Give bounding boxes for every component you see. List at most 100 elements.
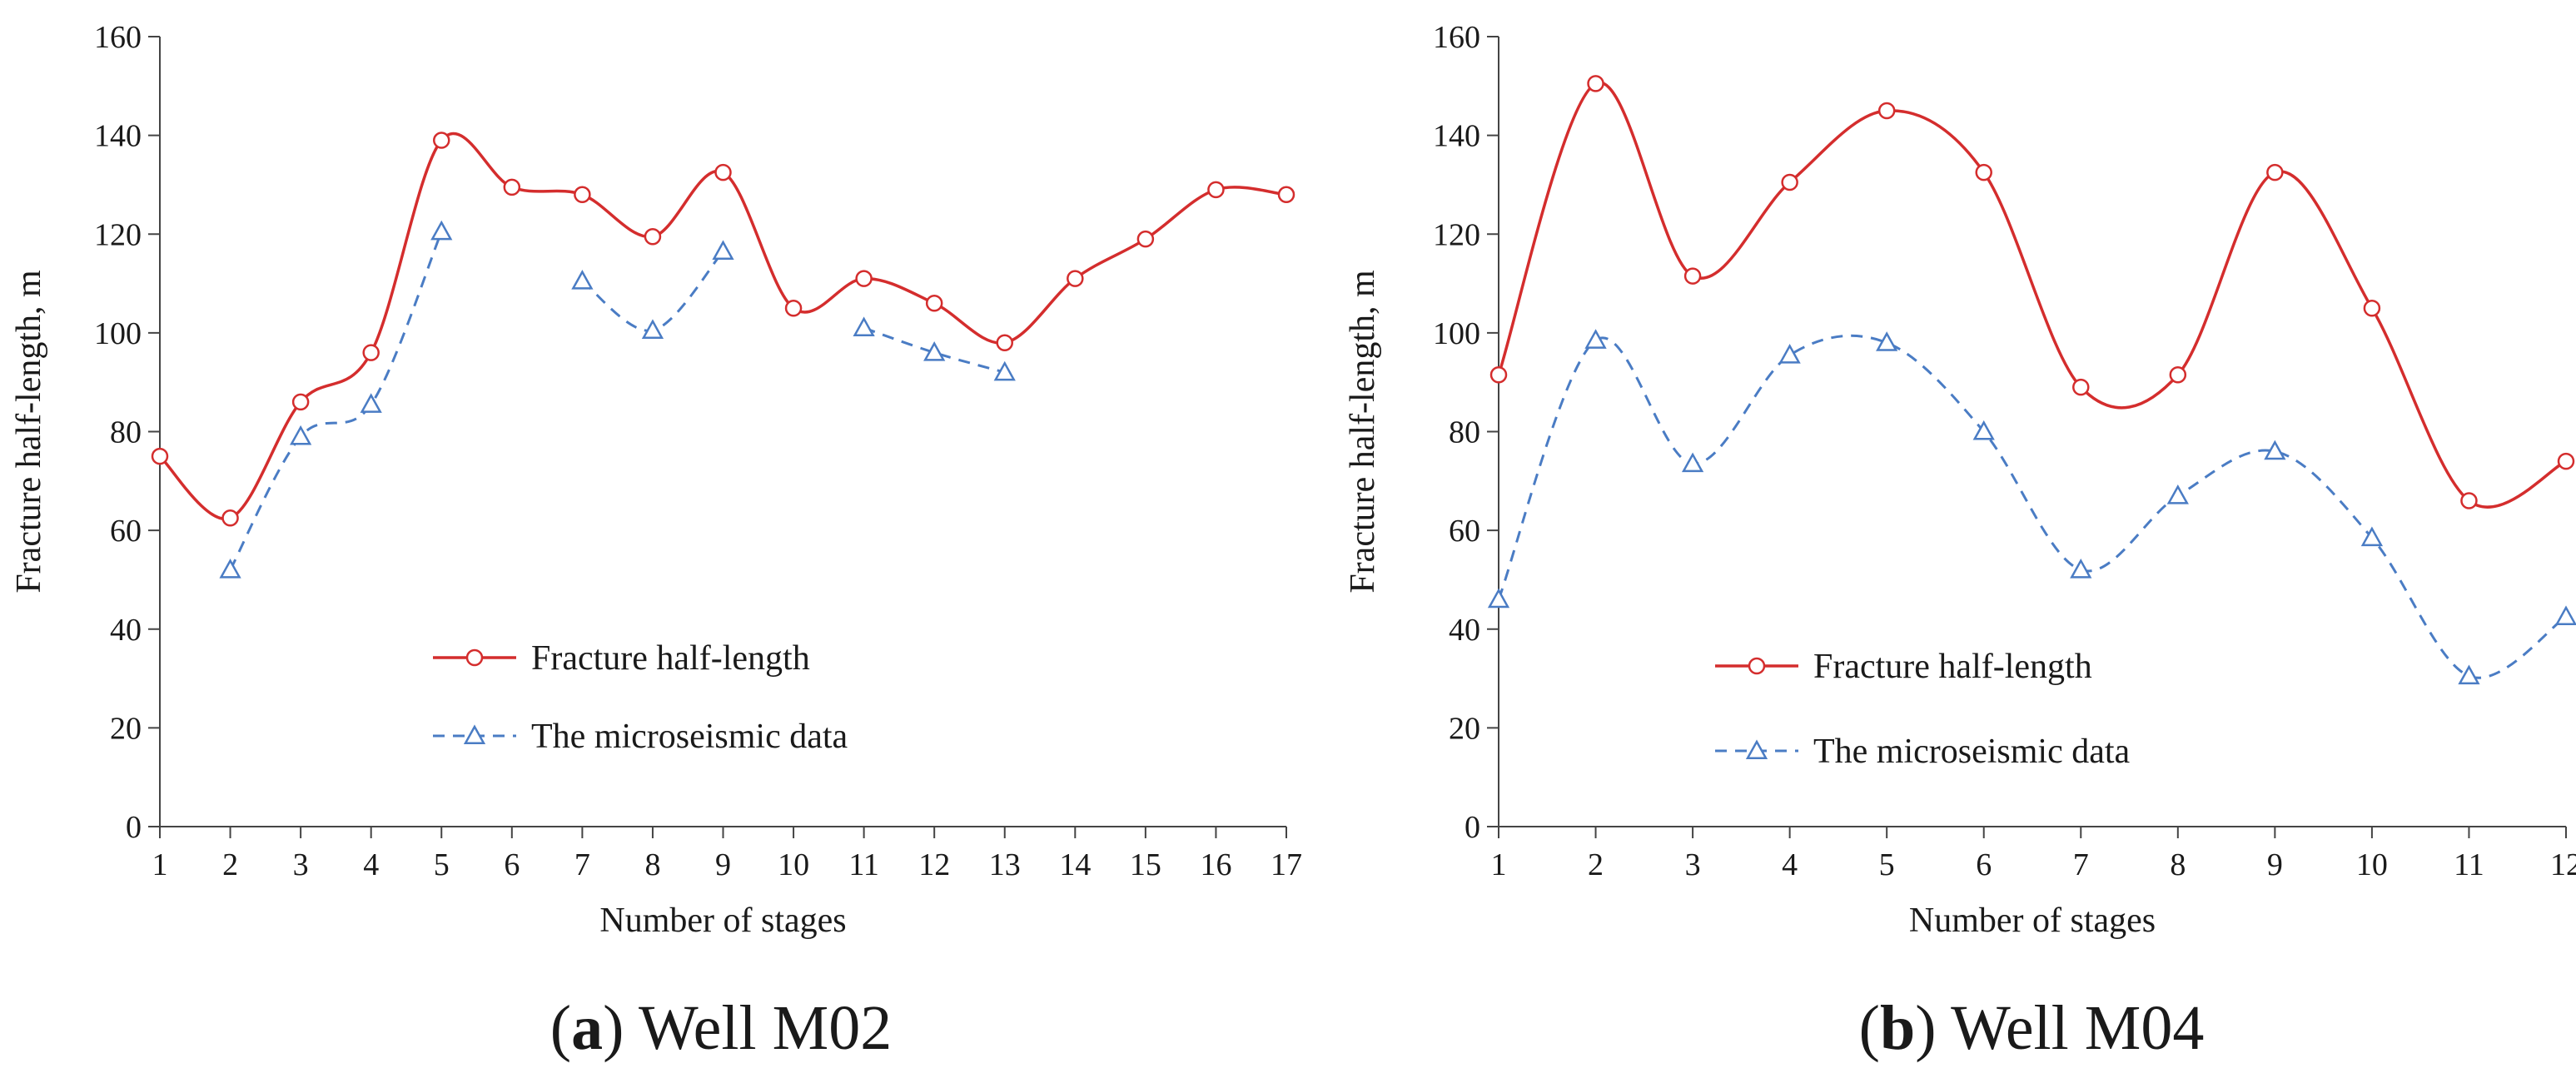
y-tick-label: 120 [94, 217, 142, 252]
y-tick-label: 80 [1449, 415, 1480, 450]
panel-caption: (b) Well M04 [1859, 993, 2205, 1063]
y-tick-label: 20 [1449, 711, 1480, 746]
x-tick-label: 9 [715, 847, 731, 882]
data-point-triangle [1745, 739, 1768, 760]
legend-label: The microseismic data [1813, 733, 2131, 771]
data-point-circle [1587, 75, 1604, 92]
legend: Fracture half-length The microseismic dat… [1715, 648, 2131, 771]
caption-title: Well M04 [1951, 993, 2204, 1063]
x-tick-label: 6 [504, 847, 520, 882]
data-point-circle [1975, 163, 1992, 181]
data-point-triangle [1681, 452, 1704, 473]
x-tick-label: 13 [989, 847, 1021, 882]
y-tick-label: 0 [126, 810, 142, 845]
data-point-circle [1277, 186, 1295, 204]
y-tick-label: 120 [1433, 217, 1480, 252]
data-point-circle [2266, 163, 2284, 181]
x-tick-label: 11 [848, 847, 879, 882]
legend-label: Fracture half-length [531, 639, 810, 678]
x-tick-label: 5 [434, 847, 450, 882]
series-line [581, 251, 724, 332]
data-point-triangle [430, 220, 453, 241]
data-point-circle [1748, 657, 1766, 675]
legend-label: Fracture half-length [1813, 648, 2092, 686]
data-point-circle [996, 334, 1013, 351]
caption-label: b [1880, 993, 1915, 1063]
data-point-circle [151, 447, 169, 465]
x-tick-label: 2 [222, 847, 238, 882]
data-point-circle [291, 393, 310, 411]
x-tick-label: 4 [363, 847, 379, 882]
data-point-triangle [2264, 440, 2286, 460]
data-point-circle [1067, 270, 1084, 287]
data-point-circle [1207, 181, 1225, 199]
data-point-triangle [290, 425, 312, 445]
legend-label: The microseismic data [531, 718, 848, 756]
data-point-triangle [2070, 559, 2092, 579]
data-point-triangle [360, 393, 382, 413]
x-tick-label: 1 [152, 847, 168, 882]
series-line [229, 231, 443, 571]
caption-title: Well M02 [639, 993, 892, 1063]
series-microseismic-data [219, 220, 1016, 579]
x-tick-label: 14 [1059, 847, 1091, 882]
caption-label: a [571, 993, 603, 1063]
y-tick-label: 100 [1433, 316, 1480, 351]
data-point-circle [925, 295, 943, 312]
x-tick-label: 1 [1491, 847, 1507, 882]
data-point-circle [2072, 378, 2090, 396]
y-tick-label: 140 [94, 119, 142, 154]
data-point-circle [433, 132, 450, 149]
data-point-triangle [1876, 331, 1898, 351]
data-point-triangle [1972, 420, 1995, 440]
series-fracture-half-length [1489, 75, 2575, 509]
y-tick-label: 0 [1465, 810, 1480, 845]
y-axis-title: Fracture half-length, m [10, 270, 48, 594]
y-tick-label: 40 [1449, 613, 1480, 648]
y-tick-label: 100 [94, 316, 142, 351]
data-point-circle [2557, 452, 2575, 470]
x-tick-label: 7 [574, 847, 590, 882]
data-point-triangle [571, 270, 594, 290]
x-tick-label: 17 [1271, 847, 1302, 882]
data-point-triangle [2554, 605, 2576, 625]
caption-paren-close: ) [603, 993, 639, 1063]
data-point-triangle [2458, 664, 2480, 685]
data-point-circle [2169, 366, 2187, 384]
y-tick-label: 60 [110, 514, 142, 549]
data-point-triangle [712, 240, 734, 261]
x-tick-label: 10 [2356, 847, 2388, 882]
y-tick-label: 60 [1449, 514, 1480, 549]
series-line [863, 326, 1006, 374]
x-tick-label: 8 [644, 847, 660, 882]
legend: Fracture half-length The microseismic dat… [433, 639, 848, 756]
data-point-circle [1136, 230, 1155, 248]
data-point-circle [644, 227, 662, 246]
y-tick-label: 160 [94, 20, 142, 55]
series-line [1497, 81, 2567, 509]
data-point-circle [2460, 492, 2478, 509]
x-tick-label: 3 [1685, 847, 1701, 882]
data-point-triangle [2166, 484, 2189, 504]
panel-caption: (a) Well M02 [550, 993, 892, 1063]
series-fracture-half-length [151, 132, 1295, 527]
x-tick-label: 12 [918, 847, 950, 882]
data-point-triangle [219, 559, 241, 579]
x-tick-label: 16 [1200, 847, 1231, 882]
data-point-circle [465, 648, 484, 667]
series-line [1497, 334, 2567, 679]
x-tick-label: 6 [1976, 847, 1992, 882]
caption-paren-open: ( [1859, 993, 1880, 1063]
data-point-circle [784, 299, 803, 317]
series-microseismic-data [1487, 329, 2576, 685]
x-tick-label: 15 [1130, 847, 1161, 882]
y-tick-label: 40 [110, 613, 142, 648]
caption-paren-open: ( [550, 993, 571, 1063]
data-point-triangle [1778, 343, 1801, 364]
data-point-triangle [853, 316, 875, 336]
x-tick-label: 11 [2454, 847, 2484, 882]
x-tick-label: 12 [2550, 847, 2576, 882]
y-axis-title: Fracture half-length, m [1344, 270, 1382, 594]
